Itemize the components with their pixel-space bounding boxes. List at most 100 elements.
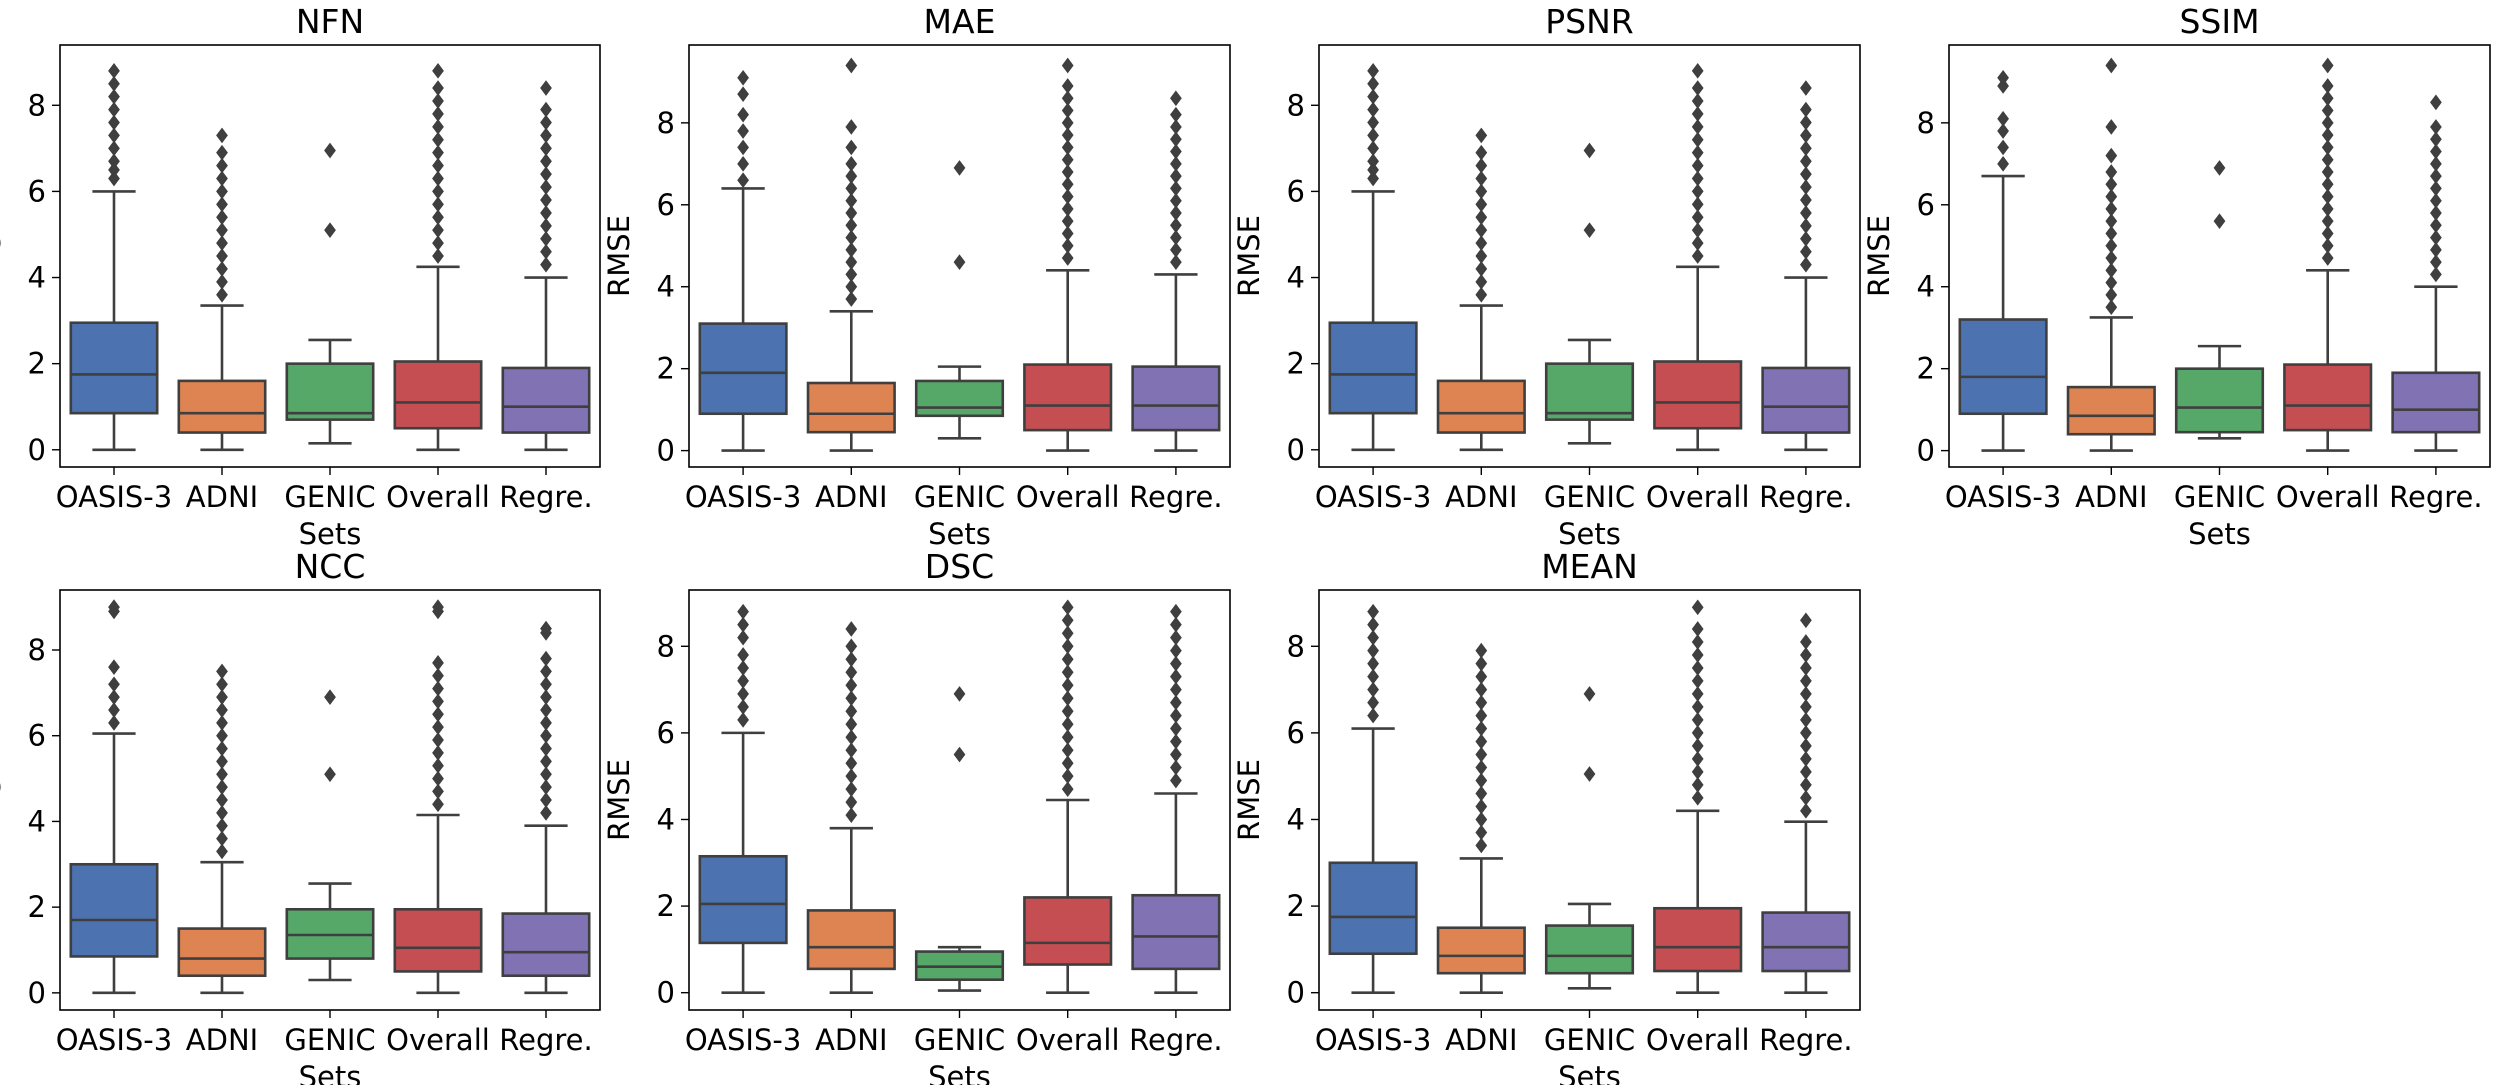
outlier-point: [1367, 642, 1379, 659]
outlier-point: [2105, 164, 2118, 180]
outlier-point: [1997, 110, 2009, 127]
x-tick-label: Overall: [1646, 480, 1750, 514]
outlier-point: [1475, 248, 1488, 264]
box-iqr: [69, 862, 159, 958]
outlier-point: [432, 93, 444, 109]
outlier-point: [1170, 217, 1182, 234]
y-tick-label: 2: [28, 890, 46, 924]
outlier-point: [1800, 153, 1812, 170]
outlier-point: [1475, 235, 1488, 251]
box-overall: [1023, 57, 1113, 452]
x-axis-label: Sets: [2188, 517, 2251, 551]
outlier-point: [1061, 625, 1074, 642]
outlier-point: [2105, 188, 2118, 205]
box-iqr: [698, 322, 788, 416]
outlier-point: [2321, 139, 2334, 156]
box-iqr: [1436, 379, 1526, 434]
outlier-point: [1061, 139, 1074, 156]
y-tick-label: 8: [1287, 88, 1305, 122]
outlier-point: [540, 205, 552, 221]
outlier-point: [2321, 201, 2334, 217]
outlier-point: [1800, 777, 1812, 793]
y-tick-label: 2: [1287, 889, 1305, 923]
y-tick-label: 6: [657, 716, 675, 750]
panel-title: MAE: [924, 2, 996, 41]
outlier-point: [216, 843, 228, 860]
outlier-point: [2430, 180, 2442, 197]
outlier-point: [1800, 140, 1812, 157]
y-tick-label: 0: [1917, 434, 1935, 468]
outlier-point: [845, 742, 858, 759]
outlier-point: [1583, 766, 1596, 782]
outlier-point: [432, 63, 444, 79]
outlier-point: [1061, 716, 1074, 733]
x-tick-label: ADNI: [815, 1023, 887, 1057]
outlier-point: [1061, 201, 1074, 217]
outlier-point: [1170, 155, 1182, 172]
outlier-point: [540, 620, 552, 637]
outlier-point: [1691, 686, 1704, 702]
outlier-point: [1691, 764, 1704, 780]
outlier-point: [1691, 157, 1704, 174]
outlier-point: [108, 659, 120, 675]
subplot-mean: MEAN 0 2 4 6 8 RMSE OASIS-3 ADNI GENIC Overall Regr…: [1232, 547, 1861, 1090]
outlier-point: [432, 131, 444, 148]
outlier-point: [1691, 93, 1704, 109]
x-tick-label: GENIC: [284, 480, 375, 514]
x-tick-label: Overall: [1016, 1023, 1120, 1057]
outlier-point: [1475, 837, 1488, 854]
outlier-point: [1170, 616, 1182, 633]
outlier-point: [540, 127, 552, 144]
y-tick-label: 2: [1287, 347, 1305, 381]
outlier-point: [845, 638, 858, 655]
outlier-point: [1475, 811, 1488, 828]
outlier-point: [1800, 725, 1812, 741]
box-overall: [2283, 57, 2373, 452]
outlier-point: [540, 727, 552, 744]
box-iqr: [1328, 321, 1418, 415]
y-tick-label: 8: [28, 88, 46, 122]
outlier-point: [1691, 131, 1704, 148]
outlier-point: [108, 75, 120, 92]
outlier-point: [1691, 738, 1704, 754]
box-regre: [2391, 94, 2481, 452]
outlier-point: [108, 88, 120, 105]
outlier-point: [2430, 205, 2442, 221]
y-tick-label: 4: [28, 261, 46, 295]
outlier-point: [845, 794, 858, 810]
outlier-point: [1170, 180, 1182, 197]
outlier-point: [108, 127, 120, 144]
outlier-point: [1475, 157, 1488, 174]
panel-title: PSNR: [1545, 2, 1633, 41]
outlier-point: [432, 183, 444, 200]
outlier-point: [2430, 254, 2442, 270]
y-axis-label: RMSE: [1862, 215, 1896, 297]
outlier-point: [432, 667, 444, 684]
box-genic: [914, 160, 1005, 440]
box-adni: [806, 57, 896, 452]
outlier-point: [1800, 101, 1812, 118]
outlier-point: [1061, 755, 1074, 772]
outlier-point: [216, 144, 228, 161]
x-tick-label: OASIS-3: [1315, 480, 1431, 514]
outlier-point: [2105, 201, 2118, 217]
outlier-point: [216, 127, 228, 144]
outlier-point: [1367, 88, 1379, 105]
outlier-point: [2430, 192, 2442, 209]
outlier-point: [108, 101, 120, 118]
outlier-point: [432, 118, 444, 135]
outlier-point: [1367, 140, 1379, 157]
outlier-point: [953, 746, 966, 763]
x-tick-label: OASIS-3: [1315, 1023, 1431, 1057]
outlier-point: [845, 192, 858, 209]
box-overall: [1653, 63, 1743, 452]
x-tick-label: Regre.: [499, 1023, 592, 1057]
outlier-point: [2321, 127, 2334, 143]
outlier-point: [432, 745, 444, 761]
outlier-point: [737, 69, 749, 86]
x-tick-label: OASIS-3: [1945, 480, 2061, 514]
x-tick-label: ADNI: [186, 1023, 258, 1057]
outlier-point: [1367, 603, 1379, 620]
outlier-point: [216, 196, 228, 213]
